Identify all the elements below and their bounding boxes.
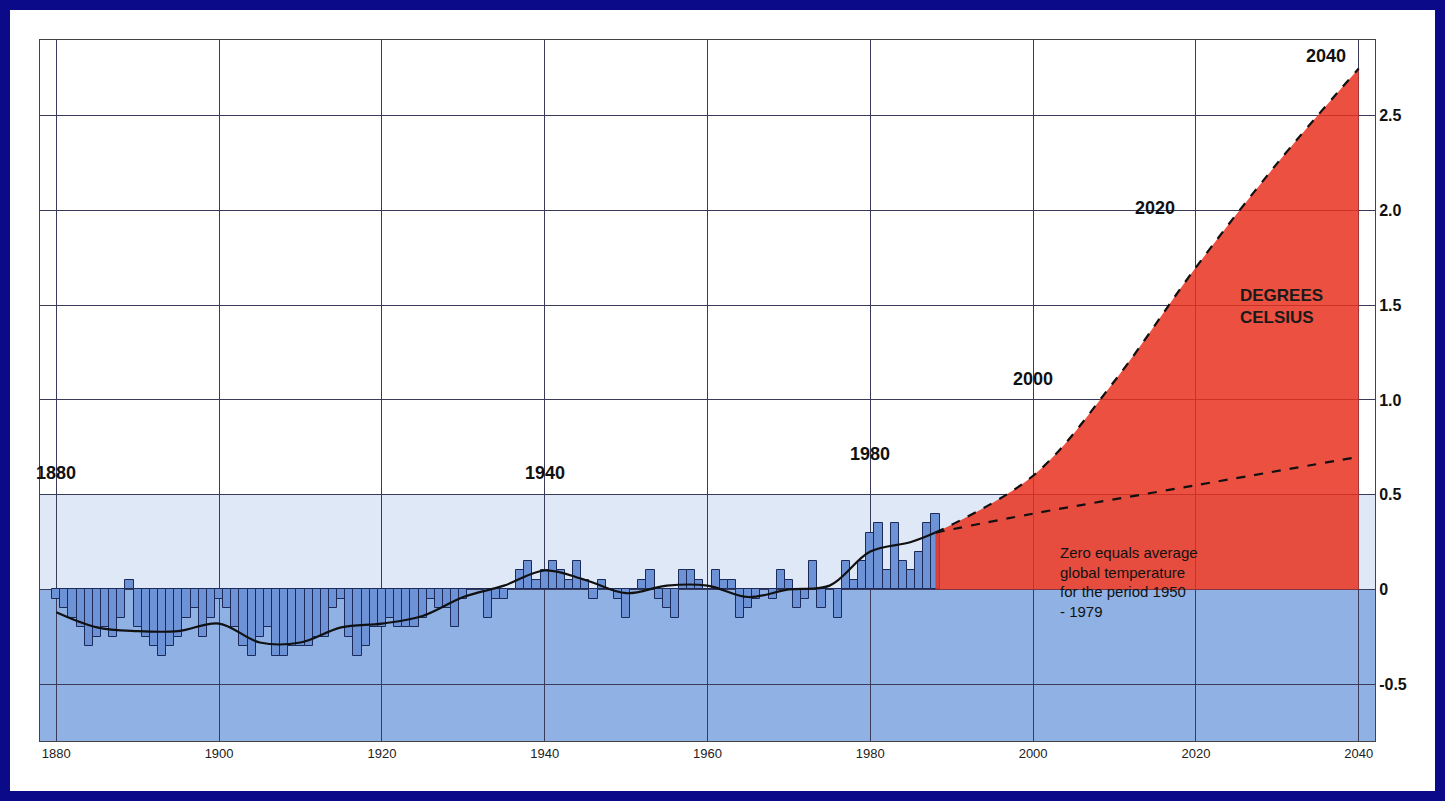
- svg-text:2.5: 2.5: [1379, 107, 1401, 124]
- svg-text:DEGREESCELSIUS: DEGREESCELSIUS: [1240, 286, 1323, 327]
- svg-text:1900: 1900: [205, 746, 234, 761]
- svg-text:0: 0: [1379, 581, 1388, 598]
- svg-text:Zero equals averageglobal temp: Zero equals averageglobal temperaturefor…: [1060, 544, 1198, 620]
- svg-text:2000: 2000: [1013, 369, 1053, 389]
- svg-text:1.5: 1.5: [1379, 297, 1401, 314]
- svg-text:1920: 1920: [367, 746, 396, 761]
- svg-text:2040: 2040: [1344, 746, 1373, 761]
- svg-text:2000: 2000: [1019, 746, 1048, 761]
- svg-text:2040: 2040: [1306, 46, 1346, 66]
- svg-text:1940: 1940: [530, 746, 559, 761]
- svg-text:1880: 1880: [36, 463, 76, 483]
- svg-text:1880: 1880: [42, 746, 71, 761]
- svg-text:2020: 2020: [1181, 746, 1210, 761]
- svg-text:1960: 1960: [693, 746, 722, 761]
- svg-text:1980: 1980: [850, 444, 890, 464]
- svg-text:2.0: 2.0: [1379, 202, 1401, 219]
- svg-text:1980: 1980: [856, 746, 885, 761]
- svg-text:2020: 2020: [1135, 198, 1175, 218]
- svg-text:1940: 1940: [525, 463, 565, 483]
- svg-text:-0.5: -0.5: [1379, 676, 1407, 693]
- svg-text:1.0: 1.0: [1379, 392, 1401, 409]
- svg-text:0.5: 0.5: [1379, 486, 1401, 503]
